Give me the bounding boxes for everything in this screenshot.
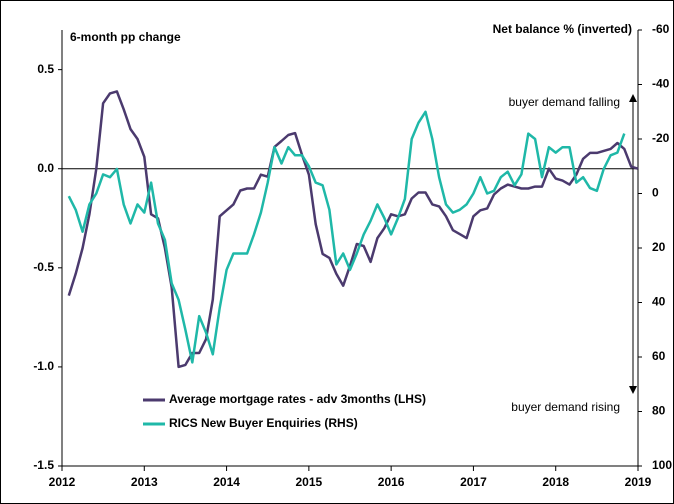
series-line bbox=[67, 90, 639, 369]
y2-tick-label: -60 bbox=[652, 22, 670, 36]
x-tick-label: 2015 bbox=[296, 475, 323, 489]
x-tick-label: 2013 bbox=[131, 475, 158, 489]
y2-tick-label: -20 bbox=[652, 131, 670, 145]
y-tick-label: 0.5 bbox=[37, 62, 54, 76]
series-line bbox=[67, 110, 626, 364]
y-tick-label: 0.0 bbox=[37, 161, 54, 175]
y-tick-label: -1.0 bbox=[33, 359, 54, 373]
y-tick-label: -1.5 bbox=[33, 458, 54, 472]
y-axis-label: 6-month pp change bbox=[70, 30, 181, 44]
y-tick-label: -0.5 bbox=[33, 260, 54, 274]
legend-label: Average mortgage rates - adv 3months (LH… bbox=[169, 392, 426, 406]
y2-tick-label: 60 bbox=[652, 349, 666, 363]
y2-axis-label: Net balance % (inverted) bbox=[493, 22, 632, 36]
y2-tick-label: -40 bbox=[652, 77, 670, 91]
y2-tick-label: 40 bbox=[652, 295, 666, 309]
y2-tick-label: 80 bbox=[652, 404, 666, 418]
x-tick-label: 2014 bbox=[213, 475, 240, 489]
y2-tick-label: 0 bbox=[652, 186, 659, 200]
x-tick-label: 2016 bbox=[378, 475, 405, 489]
y2-tick-label: 100 bbox=[652, 458, 672, 472]
annotation: buyer demand rising bbox=[511, 400, 620, 414]
arrow bbox=[629, 94, 637, 394]
x-tick-label: 2018 bbox=[542, 475, 569, 489]
legend-label: RICS New Buyer Enquiries (RHS) bbox=[169, 416, 358, 430]
x-tick-label: 2012 bbox=[49, 475, 76, 489]
y2-tick-label: 20 bbox=[652, 240, 666, 254]
x-tick-label: 2017 bbox=[460, 475, 487, 489]
annotation: buyer demand falling bbox=[509, 95, 620, 109]
x-tick-label: 2019 bbox=[625, 475, 652, 489]
